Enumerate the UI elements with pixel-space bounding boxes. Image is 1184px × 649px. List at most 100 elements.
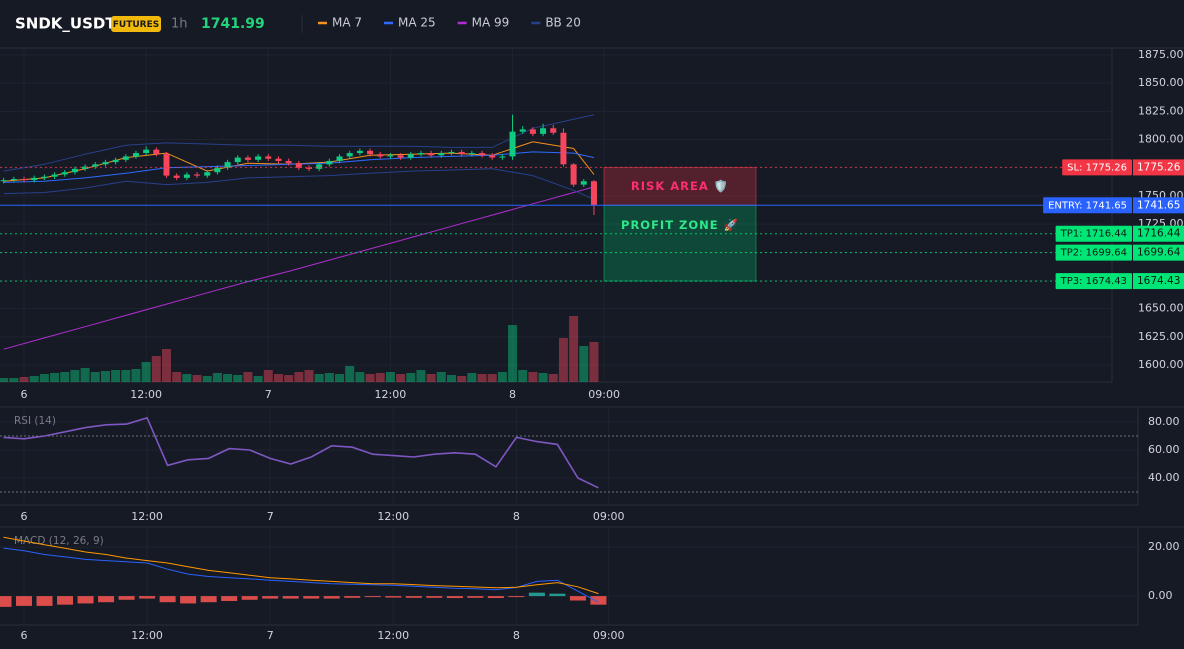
volume-bar xyxy=(589,342,599,382)
level-axis-label: 1674.43 xyxy=(1137,275,1180,287)
y-tick-label: 20.00 xyxy=(1148,540,1180,553)
candle-body xyxy=(132,153,139,157)
line-series xyxy=(3,186,595,350)
x-tick-label: 7 xyxy=(267,510,274,523)
volume-bar xyxy=(477,374,487,382)
level-tag-bg xyxy=(1062,159,1132,176)
candle-body xyxy=(51,174,58,177)
x-tick-label: 7 xyxy=(267,629,274,642)
volume-bar xyxy=(416,370,426,382)
level-tag: TP1: 1716.44 xyxy=(1060,229,1127,240)
volume-bar xyxy=(273,374,283,382)
volume-bar xyxy=(131,369,141,382)
histogram-bar xyxy=(405,596,422,598)
volume-bar xyxy=(29,376,39,382)
x-tick-label: 6 xyxy=(21,510,28,523)
candle-body xyxy=(204,172,211,176)
volume-bar xyxy=(518,370,528,382)
legend-label: BB 20 xyxy=(545,16,581,30)
volume-bar xyxy=(60,372,70,382)
candle-body xyxy=(560,132,567,165)
zone-label: RISK AREA 🛡️ xyxy=(631,179,729,193)
candle-body xyxy=(71,168,78,173)
candle-body xyxy=(21,178,28,181)
histogram-bar xyxy=(118,596,135,600)
histogram-bar xyxy=(385,596,402,598)
candle-body xyxy=(428,153,435,156)
symbol: SNDK_USDT xyxy=(15,15,116,33)
volume-bar xyxy=(263,370,273,382)
y-tick-label: 1800.00 xyxy=(1138,133,1184,146)
interval[interactable]: 1h xyxy=(171,17,188,32)
candle-body xyxy=(407,154,414,158)
volume-bar xyxy=(324,373,334,382)
volume-bar xyxy=(212,373,222,382)
x-tick-label: 8 xyxy=(509,388,516,401)
x-tick-label: 8 xyxy=(513,629,520,642)
candle-body xyxy=(214,167,221,173)
volume-bar xyxy=(375,373,385,382)
volume-bar xyxy=(70,370,80,382)
volume-bar xyxy=(19,377,29,382)
candle-body xyxy=(580,181,587,185)
volume-bar xyxy=(538,373,548,382)
y-tick-label: 1650.00 xyxy=(1138,302,1184,315)
x-tick-label: 12:00 xyxy=(377,629,409,642)
x-tick-label: 12:00 xyxy=(131,510,163,523)
y-tick-label: 1825.00 xyxy=(1138,104,1184,117)
volume-bar xyxy=(192,375,202,382)
volume-bar xyxy=(39,374,49,382)
candle-body xyxy=(458,151,465,155)
volume-bar xyxy=(446,375,456,382)
candle-body xyxy=(122,156,129,160)
histogram-bar xyxy=(508,596,525,598)
volume-bar xyxy=(457,376,467,382)
level-axis-bg xyxy=(1133,273,1184,290)
volume-bar xyxy=(385,372,395,382)
candle-body xyxy=(499,156,506,158)
x-tick-label: 09:00 xyxy=(593,510,625,523)
volume-bar xyxy=(90,372,100,382)
volume-bar xyxy=(406,373,416,382)
histogram-bar xyxy=(364,596,381,598)
level-axis-label: 1775.26 xyxy=(1137,161,1181,173)
histogram-bar xyxy=(549,593,566,597)
candle-body xyxy=(183,174,190,178)
pane-title: RSI (14) xyxy=(14,415,56,427)
y-tick-label: 1625.00 xyxy=(1138,330,1184,343)
volume-bar xyxy=(548,374,558,382)
candle-body xyxy=(367,150,374,155)
level-tag: TP2: 1699.64 xyxy=(1060,248,1127,259)
level-tag-bg xyxy=(1043,197,1132,214)
candle-body xyxy=(112,159,119,163)
candle-body xyxy=(255,156,262,160)
volume-bar xyxy=(253,376,263,382)
histogram-bar xyxy=(221,596,238,601)
y-tick-label: 40.00 xyxy=(1148,471,1180,484)
x-tick-label: 09:00 xyxy=(588,388,620,401)
candle-body xyxy=(540,128,547,134)
level-tag: ENTRY: 1741.65 xyxy=(1048,200,1127,211)
volume-bar xyxy=(182,374,192,382)
candle-body xyxy=(61,172,68,175)
histogram-bar xyxy=(262,596,279,599)
volume-bar xyxy=(355,372,365,382)
histogram-bar xyxy=(569,596,586,601)
last-price: 1741.99 xyxy=(201,16,265,32)
histogram-bar xyxy=(180,596,197,604)
y-tick-label: 1875.00 xyxy=(1138,48,1184,61)
badge: FUTURES xyxy=(113,20,159,30)
level-tag: TP3: 1674.43 xyxy=(1060,276,1127,287)
zone-label: PROFIT ZONE 🚀 xyxy=(621,218,739,232)
legend-label: MA 99 xyxy=(472,16,510,30)
level-axis-bg xyxy=(1133,244,1184,261)
volume-bar xyxy=(569,316,579,382)
histogram-bar xyxy=(0,596,12,607)
candle-body xyxy=(519,129,526,132)
histogram-bar xyxy=(323,596,340,599)
volume-bar xyxy=(365,374,375,382)
candle-body xyxy=(468,153,475,155)
volume-bar xyxy=(151,356,161,382)
